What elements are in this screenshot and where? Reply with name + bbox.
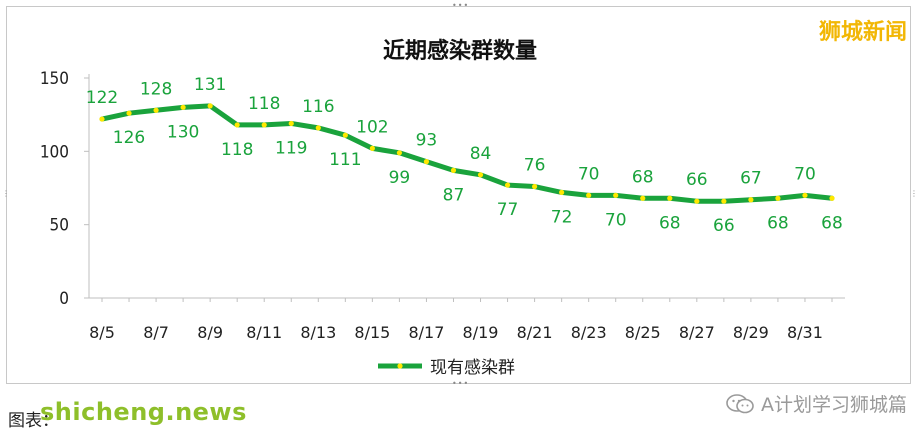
data-point: [613, 192, 619, 198]
x-tick-label: 8/5: [89, 323, 115, 342]
source-watermark: shicheng.news: [40, 398, 247, 426]
data-point: [531, 183, 538, 190]
x-tick-label: 8/31: [787, 323, 823, 342]
source-label: 图表：: [8, 411, 59, 431]
x-tick-label: 8/23: [571, 323, 607, 342]
data-label: 119: [275, 138, 307, 158]
data-label: 93: [416, 131, 438, 151]
resize-handle-bottom[interactable]: •••: [452, 379, 470, 388]
data-label: 67: [740, 169, 762, 189]
x-tick-label: 8/13: [300, 323, 336, 342]
brand-logo-text: 狮城新闻: [818, 20, 907, 45]
data-point: [288, 120, 294, 127]
data-label: 131: [194, 75, 226, 95]
data-label: 77: [497, 200, 519, 220]
data-label: 116: [302, 97, 334, 117]
data-label: 87: [443, 185, 465, 205]
data-label: 102: [356, 117, 388, 137]
data-point: [694, 198, 700, 204]
data-point: [640, 195, 646, 201]
data-point: [342, 132, 348, 138]
legend-marker: [397, 363, 403, 369]
chart-title: 近期感染群数量: [383, 38, 537, 64]
data-point: [450, 167, 457, 173]
wechat-account-name: A计划学习狮城篇: [761, 394, 907, 416]
data-point: [369, 145, 375, 151]
y-tick-label: 150: [40, 69, 69, 89]
data-label: 111: [329, 150, 361, 170]
data-label: 76: [524, 156, 546, 176]
data-point: [667, 195, 673, 201]
data-point: [234, 122, 240, 128]
x-tick-label: 8/29: [733, 323, 769, 342]
data-point: [477, 172, 484, 178]
data-label: 72: [551, 207, 573, 227]
x-tick-label: 8/15: [354, 323, 390, 342]
x-tick-label: 8/19: [463, 323, 499, 342]
data-point: [99, 116, 105, 122]
data-point: [748, 197, 754, 203]
y-tick-label: 0: [59, 289, 69, 309]
data-point: [559, 189, 565, 195]
x-tick-label: 8/17: [408, 323, 444, 342]
data-point: [261, 122, 267, 128]
data-label: 130: [167, 122, 199, 142]
data-label: 70: [605, 210, 627, 230]
data-point: [315, 125, 321, 131]
wechat-icon: [726, 393, 754, 413]
data-label: 118: [248, 94, 280, 114]
data-label: 118: [221, 140, 253, 160]
chart-frame: [6, 6, 911, 384]
data-label: 66: [686, 170, 708, 190]
y-tick-label: 50: [50, 216, 69, 236]
data-point: [802, 192, 808, 198]
data-point: [721, 198, 727, 204]
resize-handle-right[interactable]: ⋮: [910, 189, 919, 198]
x-tick-label: 8/9: [197, 323, 223, 342]
data-point: [126, 110, 132, 116]
series-line: [99, 103, 835, 204]
data-point: [423, 159, 430, 165]
x-tick-label: 8/11: [246, 323, 282, 342]
data-point: [586, 192, 592, 198]
data-label: 128: [140, 79, 172, 99]
x-tick-label: 8/7: [143, 323, 169, 342]
x-tick-label: 8/27: [679, 323, 715, 342]
data-label: 99: [389, 168, 411, 188]
resize-handle-left[interactable]: ⋮: [2, 190, 10, 198]
data-point: [396, 150, 403, 156]
legend-label: 现有感染群: [430, 358, 515, 378]
data-label: 122: [86, 88, 118, 108]
data-label: 68: [632, 167, 654, 187]
data-point: [504, 182, 511, 188]
x-tick-label: 8/25: [625, 323, 661, 342]
data-point: [829, 195, 835, 201]
data-point: [207, 103, 213, 109]
wechat-account[interactable]: A计划学习狮城篇: [725, 390, 907, 417]
data-label: 68: [821, 213, 843, 233]
data-label: 68: [659, 213, 681, 233]
y-tick-label: 100: [40, 142, 69, 162]
data-label: 126: [113, 128, 145, 148]
data-label: 68: [767, 213, 789, 233]
data-label: 66: [713, 216, 735, 236]
x-tick-label: 8/21: [517, 323, 553, 342]
data-point: [775, 195, 781, 201]
data-point: [153, 107, 159, 113]
data-label: 70: [794, 164, 816, 184]
data-label: 70: [578, 164, 600, 184]
data-point: [180, 104, 186, 110]
data-label: 84: [470, 144, 492, 164]
resize-handle-top[interactable]: •••: [452, 1, 470, 10]
